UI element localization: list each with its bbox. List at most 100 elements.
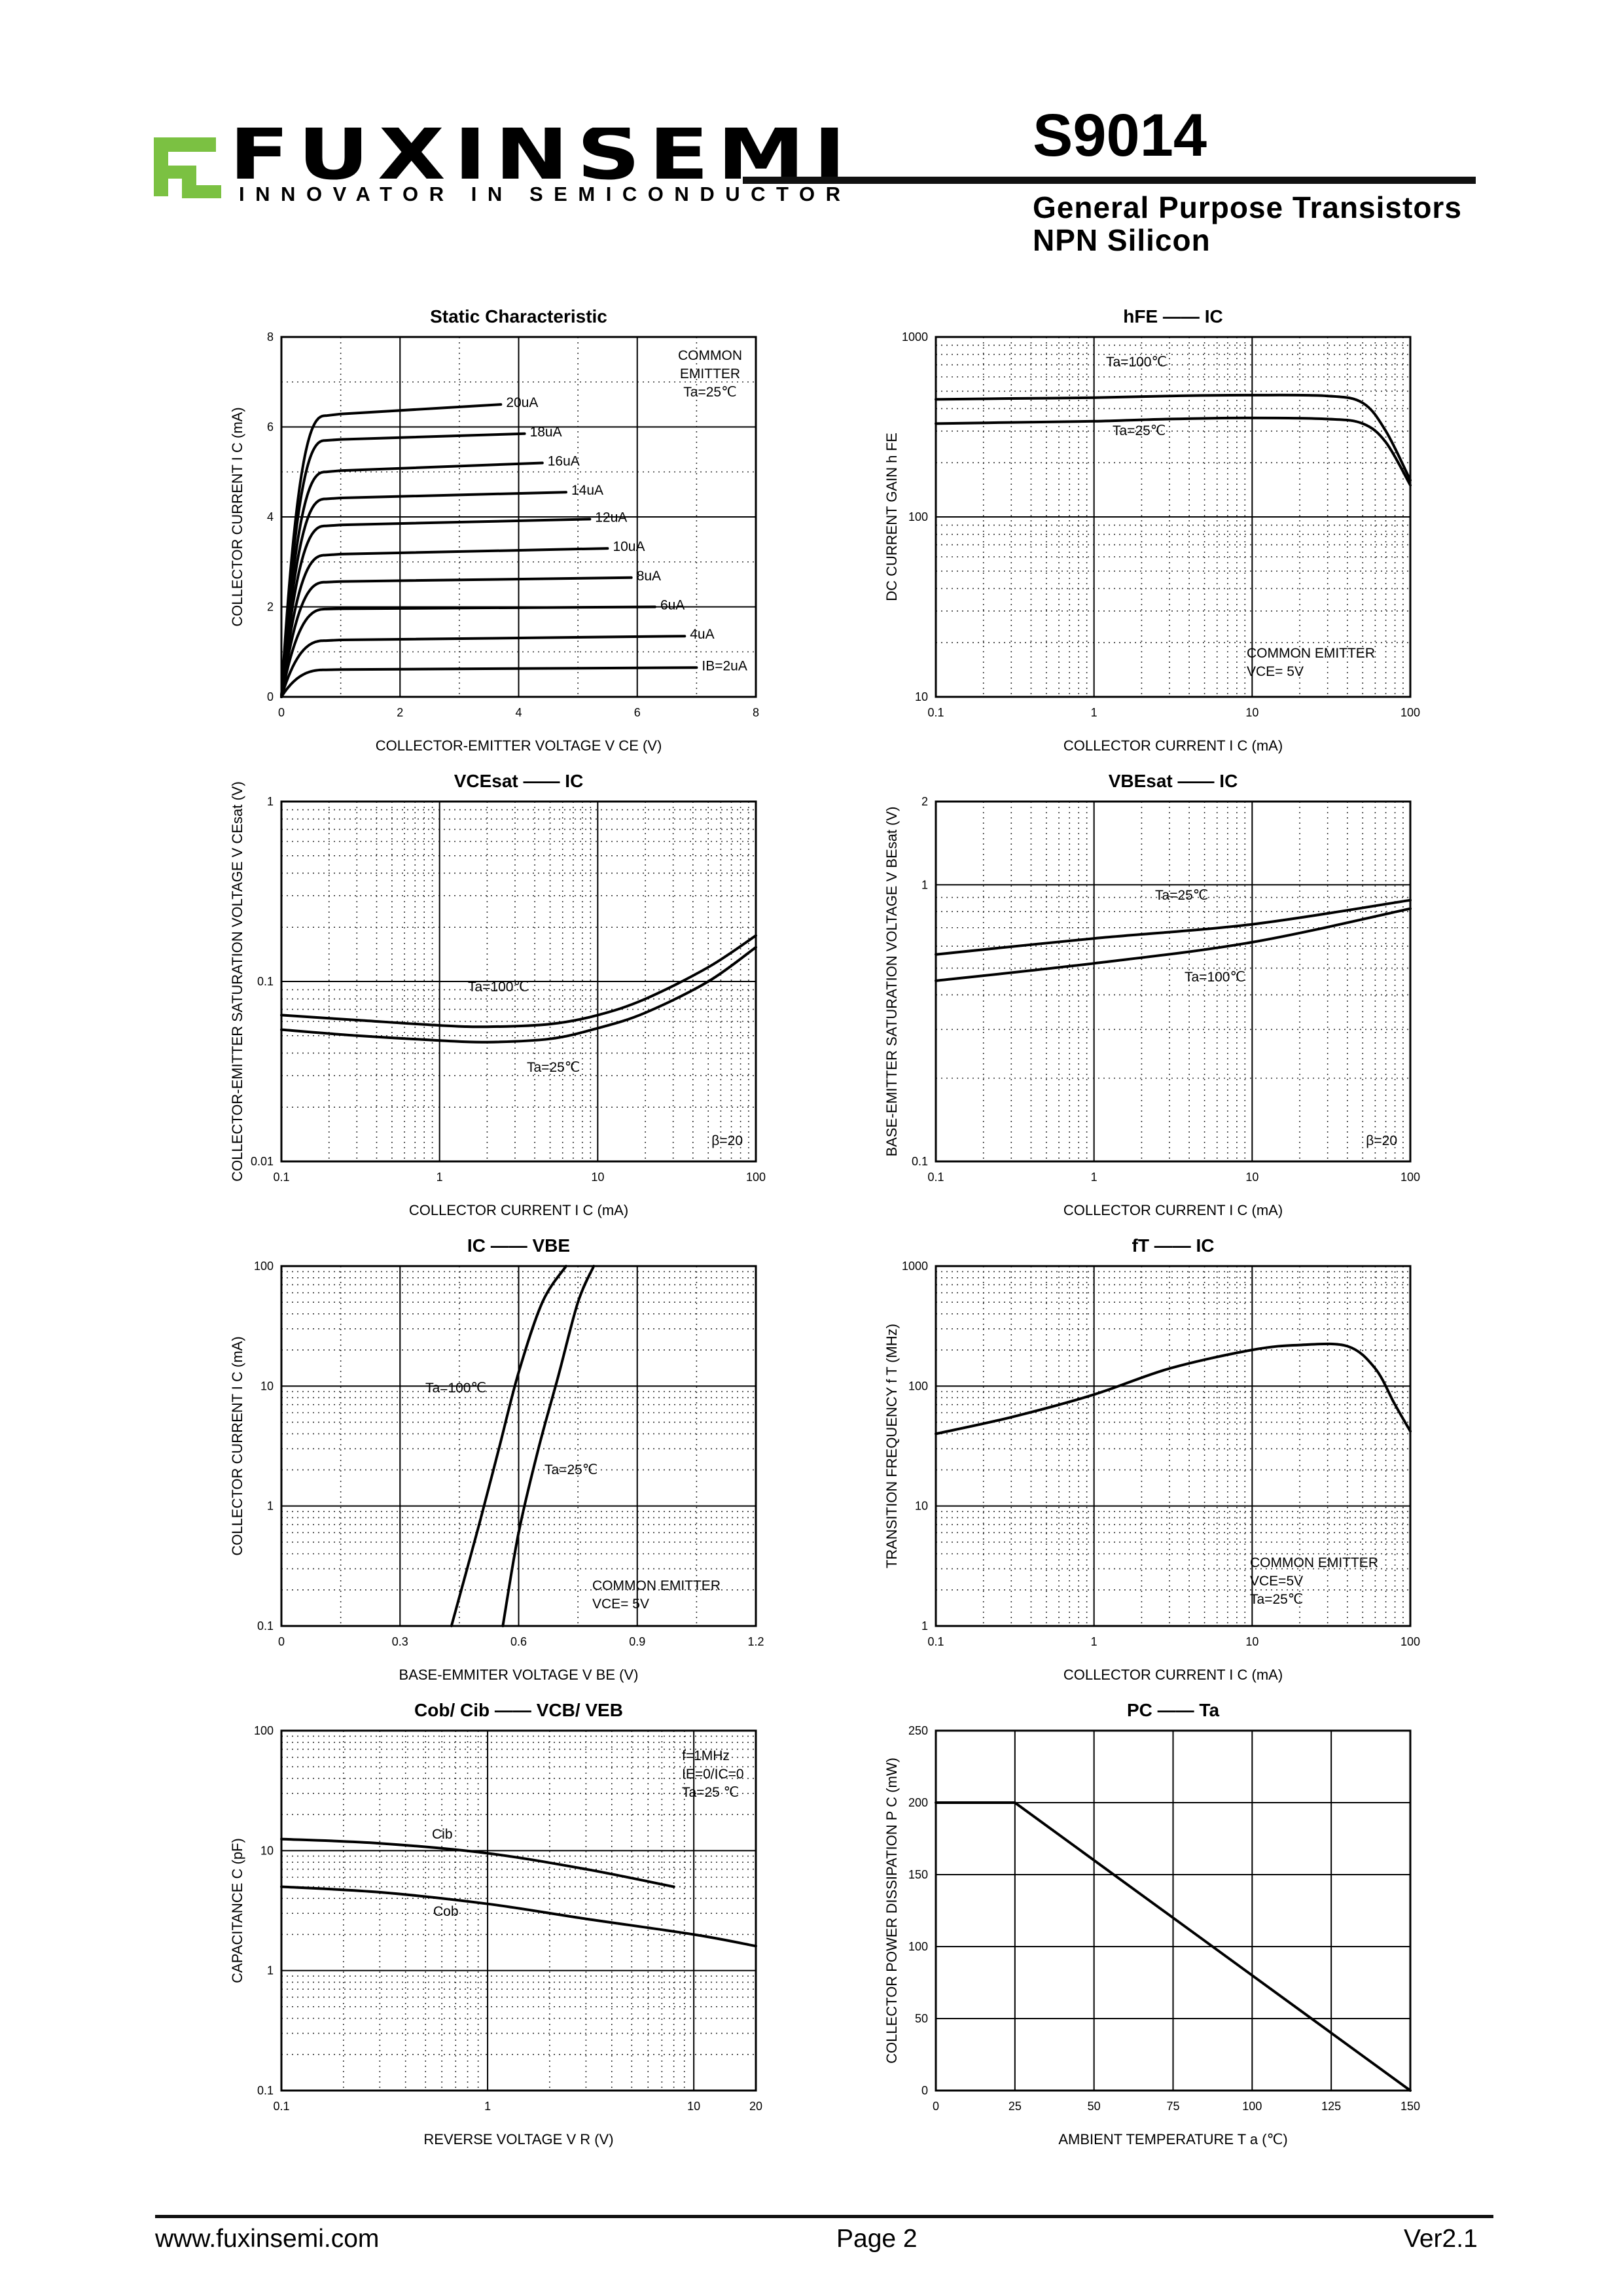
y-tick-label: 100: [908, 1379, 928, 1392]
series-group: [935, 1342, 1412, 1436]
footer-page-number: Page 2: [836, 2225, 918, 2253]
x-tick-label: 0: [278, 1635, 285, 1648]
y-tick-label: 0: [921, 2084, 928, 2097]
series-line: [935, 393, 1412, 482]
x-axis-label: BASE-EMMITER VOLTAGE V BE (V): [399, 1667, 639, 1683]
series-label: Cib: [432, 1827, 453, 1842]
fuxinsemi-logo: FUXINSEMI INNOVATOR IN SEMICONDUCTOR: [154, 128, 851, 205]
x-axis-label: REVERSE VOLTAGE V R (V): [423, 2131, 613, 2147]
y-tick-label: 0.1: [257, 975, 274, 988]
x-tick-label: 0.1: [273, 2100, 289, 2113]
x-axis-label: COLLECTOR CURRENT I C (mA): [409, 1202, 628, 1218]
series-label: 6uA: [660, 598, 685, 613]
series-group: [280, 403, 698, 698]
major-grid: [281, 1266, 756, 1626]
series-label: 4uA: [690, 627, 714, 642]
series-line: [280, 432, 526, 698]
chart-title: IC —— VBE: [467, 1235, 570, 1256]
y-axis-label: COLLECTOR-EMITTER SATURATION VOLTAGE V C…: [229, 781, 245, 1182]
y-tick-label: 10: [260, 1379, 274, 1392]
chart-annotation: VCE= 5V: [592, 1597, 649, 1612]
x-tick-label: 10: [1245, 1171, 1258, 1184]
y-axis-label: DC CURRENT GAIN h FE: [883, 433, 900, 601]
y-tick-label: 100: [254, 1724, 274, 1737]
x-tick-label: 100: [1400, 706, 1420, 719]
chart-annotation: COMMON EMITTER: [592, 1578, 721, 1593]
x-tick-label: 1: [1091, 1635, 1097, 1648]
minor-grid: [936, 1266, 1410, 1626]
y-tick-label: 0: [267, 690, 274, 703]
series-label: Cob: [433, 1904, 459, 1919]
minor-grid: [936, 337, 1410, 697]
series-label: Ta=100℃: [425, 1381, 486, 1396]
series-group: [280, 1837, 757, 1948]
chart-6: 0.1 1 10 100 1 10 100 1000 fT —— IC COLLECTOR CUR…: [883, 1235, 1420, 1683]
y-tick-label: 10: [915, 690, 928, 703]
x-tick-label: 10: [1245, 706, 1258, 719]
y-tick-label: 150: [908, 1868, 928, 1881]
series-line: [280, 605, 656, 698]
series-group: [450, 1265, 596, 1627]
x-tick-label: 1: [437, 1171, 443, 1184]
series-line: [935, 1801, 1412, 2092]
y-tick-label: 0.01: [251, 1155, 274, 1168]
series-line: [280, 1885, 757, 1948]
chart-title: VCEsat —— IC: [454, 771, 584, 791]
chart-annotation: f=1MHz: [682, 1748, 730, 1763]
logo-mark: [154, 137, 221, 198]
minor-grid: [281, 337, 756, 697]
y-axis-label: BASE-EMITTER SATURATION VOLTAGE V BEsat …: [883, 806, 900, 1156]
x-tick-label: 125: [1321, 2100, 1341, 2113]
x-tick-label: 0.1: [273, 1171, 289, 1184]
plot-frame: [280, 800, 757, 1163]
x-axis-label: COLLECTOR-EMITTER VOLTAGE V CE (V): [376, 737, 662, 754]
logo-tagline-text: INNOVATOR IN SEMICONDUCTOR: [239, 183, 851, 205]
series-group: [935, 898, 1412, 982]
x-tick-label: 1: [1091, 706, 1097, 719]
x-tick-label: 100: [1242, 2100, 1262, 2113]
major-grid: [936, 1731, 1410, 2091]
series-line: [501, 1265, 596, 1627]
x-tick-label: 10: [591, 1171, 604, 1184]
series-label: Ta=25℃: [1155, 888, 1208, 903]
x-tick-label: 10: [1245, 1635, 1258, 1648]
x-tick-label: 2: [397, 706, 403, 719]
y-tick-label: 1: [921, 878, 928, 891]
y-tick-label: 2: [921, 795, 928, 808]
minor-grid: [281, 1731, 756, 2091]
series-label: 16uA: [548, 454, 580, 469]
series-label: IB=2uA: [702, 658, 747, 673]
series-group: [280, 934, 757, 1044]
plot-frame: [935, 336, 1412, 698]
x-tick-label: 1: [1091, 1171, 1097, 1184]
chart-annotation: EMITTER: [680, 366, 740, 381]
y-tick-label: 6: [267, 421, 274, 434]
y-tick-label: 50: [915, 2012, 928, 2025]
footer-divider: [155, 2215, 1493, 2218]
x-tick-label: 8: [753, 706, 759, 719]
chart-annotation: COMMON EMITTER: [1250, 1555, 1378, 1570]
x-tick-label: 20: [749, 2100, 762, 2113]
chart-5: 0 0.3 0.6 0.9 1.2 0.1 1 10 100 IC —— VBE BASE-EMMI…: [229, 1235, 764, 1683]
series-label: Ta=100℃: [1106, 355, 1167, 370]
series-line: [280, 666, 698, 698]
series-line: [280, 547, 609, 698]
y-tick-label: 1: [921, 1619, 928, 1633]
footer-version: Ver2.1: [1404, 2225, 1478, 2253]
chart-annotation: VCE=5V: [1250, 1574, 1303, 1589]
y-tick-label: 0.1: [912, 1155, 928, 1168]
x-tick-label: 10: [687, 2100, 700, 2113]
chart-8: 0 25 50 75 100 125 150 0 50 100 150 200 250 PC —— Ta A…: [883, 1700, 1420, 2147]
series-line: [935, 1342, 1412, 1436]
footer-website[interactable]: www.fuxinsemi.com: [155, 2225, 380, 2253]
y-axis-label: TRANSITION FREQUENCY f T (MHz): [883, 1324, 900, 1568]
y-axis-label: COLLECTOR CURRENT I C (mA): [229, 407, 245, 626]
series-line: [935, 898, 1412, 956]
x-tick-label: 0: [933, 2100, 939, 2113]
y-axis-label: CAPACITANCE C (pF): [229, 1838, 245, 1983]
chart-title: hFE —— IC: [1123, 306, 1222, 327]
series-line: [935, 416, 1412, 487]
x-axis-label: COLLECTOR CURRENT I C (mA): [1063, 1202, 1283, 1218]
x-tick-label: 0.1: [927, 1635, 944, 1648]
plot-frame: [280, 1265, 757, 1627]
